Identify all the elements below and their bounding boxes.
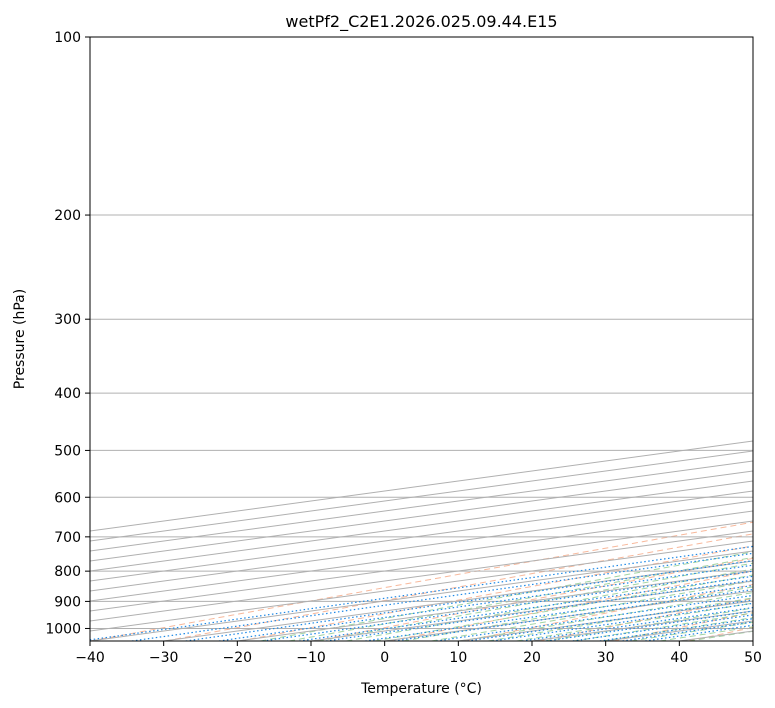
isotherm-gridline bbox=[384, 590, 753, 641]
dry-adiabat bbox=[538, 597, 753, 641]
mixing-ratio-line bbox=[645, 624, 753, 641]
mixing-ratio-line bbox=[436, 594, 753, 641]
x-tick-label: −10 bbox=[296, 650, 326, 666]
mixing-ratio-line bbox=[326, 579, 753, 641]
x-tick-label: −20 bbox=[223, 650, 253, 666]
moist-adiabat bbox=[403, 580, 753, 641]
isotherm-gridline bbox=[90, 470, 753, 562]
dry-adiabat bbox=[239, 545, 753, 641]
isotherm-gridline bbox=[90, 490, 753, 582]
isotherm-gridline bbox=[605, 620, 753, 641]
mixing-ratio-line bbox=[394, 588, 753, 641]
x-tick-label: 0 bbox=[380, 650, 389, 666]
dry-adiabat bbox=[613, 612, 753, 641]
x-tick-label: −30 bbox=[149, 650, 179, 666]
isotherm-gridline bbox=[90, 500, 753, 592]
y-axis: 100 200 300 400 500 600 700 800 900 1000 bbox=[45, 30, 90, 637]
y-tick-label: 700 bbox=[54, 530, 81, 546]
y-tick-label: 200 bbox=[54, 208, 81, 224]
dry-adiabat bbox=[389, 570, 753, 641]
moist-adiabat bbox=[689, 630, 753, 641]
y-tick-label: 300 bbox=[54, 312, 81, 328]
mixing-ratio-line bbox=[467, 599, 753, 641]
x-tick-label: −40 bbox=[75, 650, 105, 666]
isotherm-gridline bbox=[310, 580, 753, 641]
isotherm-gridline bbox=[531, 610, 753, 641]
mixing-ratio-line bbox=[546, 610, 753, 641]
isotherm-gridline bbox=[90, 530, 753, 622]
moist-adiabat bbox=[431, 586, 753, 641]
isotherm-gridline bbox=[90, 550, 753, 641]
dry-adiabat bbox=[763, 37, 775, 641]
y-tick-label: 100 bbox=[54, 30, 81, 46]
moist-adiabat bbox=[602, 617, 753, 641]
mixing-ratio-line bbox=[522, 606, 753, 641]
x-axis: −40 −30 −20 −10 0 10 20 30 40 50 bbox=[75, 641, 762, 666]
mixing-ratio-line bbox=[185, 560, 753, 641]
mixing-ratio-line bbox=[90, 545, 753, 641]
x-tick-label: 40 bbox=[670, 650, 688, 666]
isotherm-gridline bbox=[752, 640, 753, 641]
plot-frame bbox=[89, 36, 754, 642]
moist-adiabat bbox=[289, 556, 753, 641]
isotherm-gridline bbox=[90, 510, 753, 602]
moist-adiabat bbox=[260, 551, 753, 641]
isotherm-gridline bbox=[90, 480, 753, 572]
moist-adiabat bbox=[487, 597, 753, 641]
y-tick-label: 800 bbox=[54, 564, 81, 580]
background-lines bbox=[90, 37, 775, 641]
moist-adiabat bbox=[374, 574, 753, 641]
isotherm-gridline bbox=[90, 460, 753, 552]
y-tick-label: 1000 bbox=[45, 621, 81, 637]
isotherm-gridline bbox=[90, 450, 753, 542]
moist-adiabat bbox=[573, 612, 753, 641]
x-tick-label: 50 bbox=[744, 650, 762, 666]
y-axis-label: Pressure (hPa) bbox=[12, 289, 28, 389]
y-tick-label: 900 bbox=[54, 594, 81, 610]
isotherm-gridline bbox=[90, 520, 753, 612]
y-tick-label: 600 bbox=[54, 490, 81, 506]
y-tick-label: 400 bbox=[54, 386, 81, 402]
dry-adiabat bbox=[688, 627, 753, 641]
x-tick-label: 10 bbox=[449, 650, 467, 666]
dry-adiabat bbox=[165, 533, 753, 641]
x-tick-label: 20 bbox=[523, 650, 541, 666]
dry-adiabat bbox=[314, 557, 753, 641]
mixing-ratio-line bbox=[492, 602, 753, 641]
dry-adiabat bbox=[90, 521, 753, 641]
moist-adiabat bbox=[660, 626, 753, 641]
x-axis-label: Temperature (°C) bbox=[360, 681, 482, 697]
x-tick-label: 30 bbox=[597, 650, 615, 666]
chart-title: wetPf2_C2E1.2026.025.09.44.E15 bbox=[285, 12, 557, 32]
y-tick-label: 500 bbox=[54, 443, 81, 459]
moist-adiabat bbox=[516, 602, 753, 641]
moist-adiabat bbox=[346, 568, 753, 641]
